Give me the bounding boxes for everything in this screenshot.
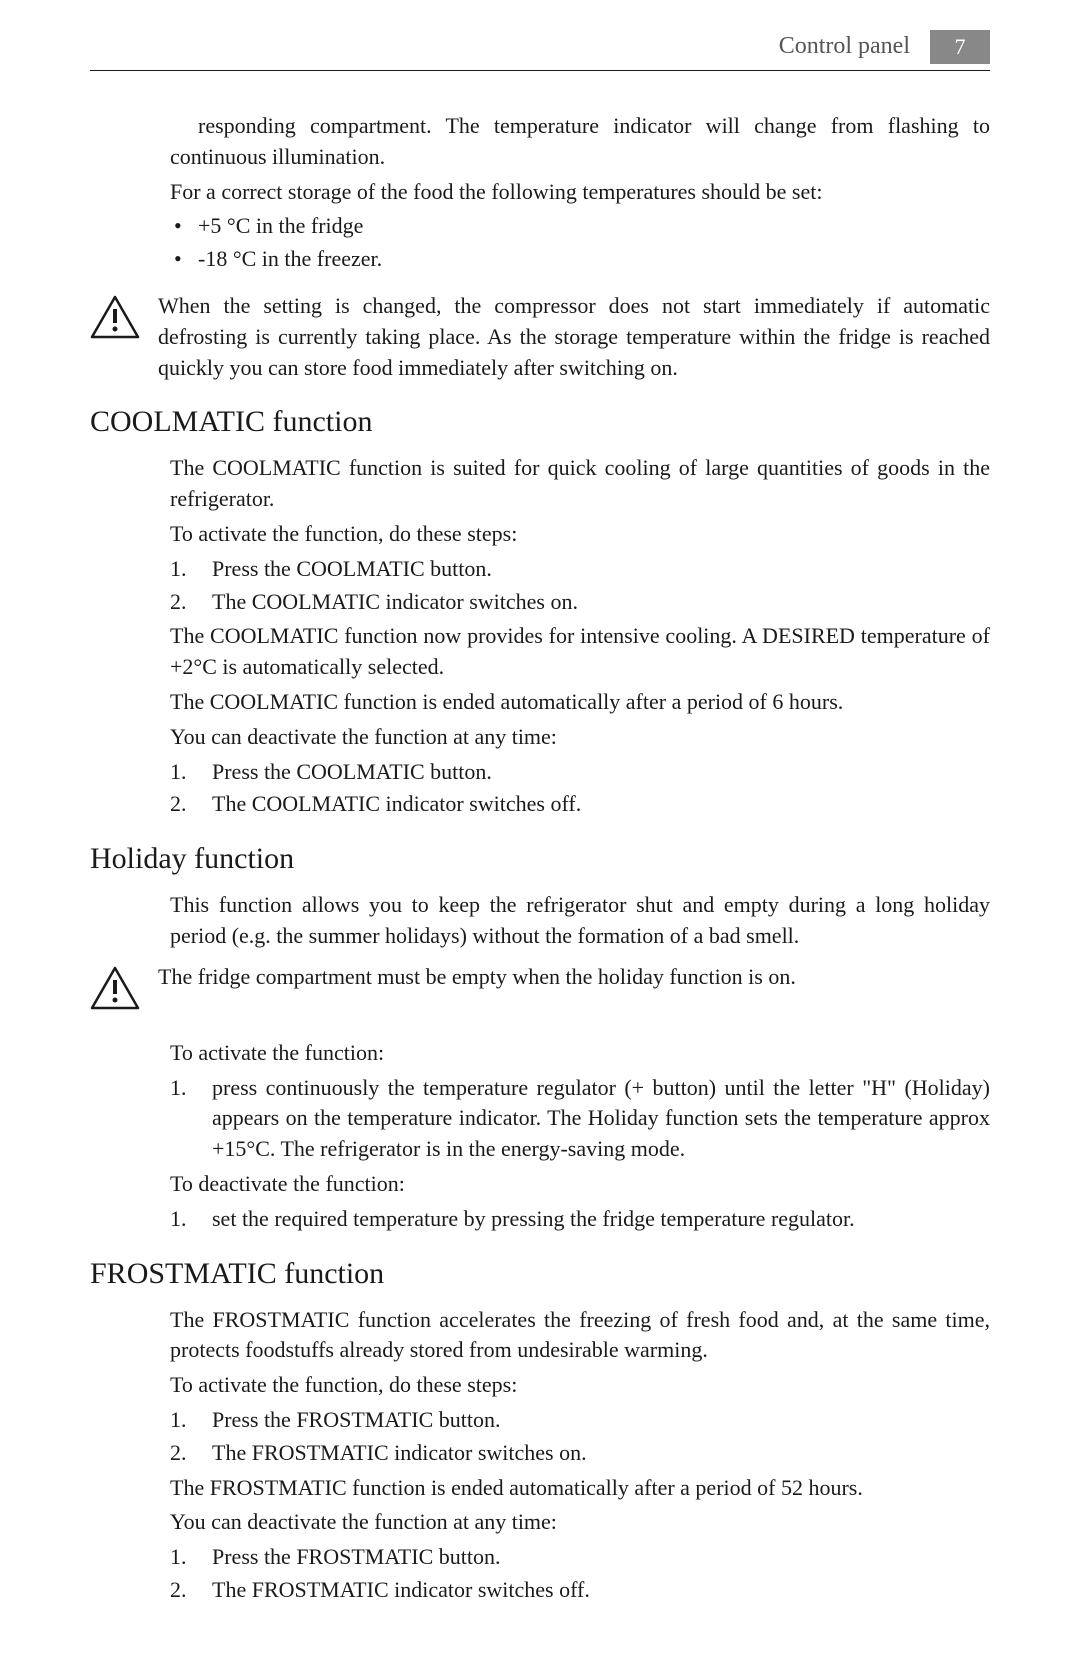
header-title: Control panel <box>779 30 910 64</box>
step-text: set the required temperature by pressing… <box>212 1206 855 1231</box>
page-number: 7 <box>955 32 966 63</box>
step-text: The FROSTMATIC indicator switches on. <box>212 1440 587 1465</box>
list-item: 1. Press the FROSTMATIC button. <box>170 1405 990 1436</box>
top-content: responding compartment. The temperature … <box>170 111 990 275</box>
paragraph: To activate the function: <box>170 1038 990 1069</box>
warning-icon <box>90 966 140 1010</box>
step-number: 1. <box>170 554 200 585</box>
step-number: 2. <box>170 587 200 618</box>
step-number: 1. <box>170 1405 200 1436</box>
list-item: 1. set the required temperature by pressi… <box>170 1204 990 1235</box>
holiday-content-1: This function allows you to keep the ref… <box>170 890 990 952</box>
step-text: The COOLMATIC indicator switches on. <box>212 589 578 614</box>
page-number-box: 7 <box>930 30 990 64</box>
step-text: Press the FROSTMATIC button. <box>212 1407 500 1432</box>
paragraph: You can deactivate the function at any t… <box>170 1507 990 1538</box>
section-title-coolmatic: COOLMATIC function <box>90 401 990 443</box>
list-item: 2. The FROSTMATIC indicator switches on. <box>170 1438 990 1469</box>
step-number: 2. <box>170 789 200 820</box>
paragraph-continuation: responding compartment. The temperature … <box>170 111 990 173</box>
section-title-frostmatic: FROSTMATIC function <box>90 1253 990 1295</box>
list-item: 2. The COOLMATIC indicator switches on. <box>170 587 990 618</box>
list-item: 1. Press the FROSTMATIC button. <box>170 1542 990 1573</box>
step-number: 1. <box>170 1542 200 1573</box>
step-number: 2. <box>170 1438 200 1469</box>
frostmatic-content: The FROSTMATIC function accelerates the … <box>170 1305 990 1606</box>
list-item: 1. Press the COOLMATIC button. <box>170 554 990 585</box>
holiday-activate-steps: 1. press continuously the temperature reg… <box>170 1073 990 1165</box>
holiday-deactivate-steps: 1. set the required temperature by pressi… <box>170 1204 990 1235</box>
step-number: 1. <box>170 1204 200 1235</box>
paragraph: The COOLMATIC function is suited for qui… <box>170 453 990 515</box>
step-text: Press the FROSTMATIC button. <box>212 1544 500 1569</box>
paragraph: To activate the function, do these steps… <box>170 519 990 550</box>
paragraph: This function allows you to keep the ref… <box>170 890 990 952</box>
paragraph: To activate the function, do these steps… <box>170 1370 990 1401</box>
step-text: The COOLMATIC indicator switches off. <box>212 791 581 816</box>
paragraph-storage-intro: For a correct storage of the food the fo… <box>170 177 990 208</box>
step-text: Press the COOLMATIC button. <box>212 556 492 581</box>
page-header: Control panel 7 <box>90 30 990 71</box>
warning-icon <box>90 295 140 339</box>
paragraph: The COOLMATIC function is ended automati… <box>170 687 990 718</box>
step-text: The FROSTMATIC indicator switches off. <box>212 1577 590 1602</box>
list-item: 2. The COOLMATIC indicator switches off. <box>170 789 990 820</box>
paragraph: To deactivate the function: <box>170 1169 990 1200</box>
paragraph: The FROSTMATIC function accelerates the … <box>170 1305 990 1367</box>
list-item: +5 °C in the fridge <box>170 211 990 242</box>
temperature-bullet-list: +5 °C in the fridge -18 °C in the freeze… <box>170 211 990 275</box>
frostmatic-deactivate-steps: 1. Press the FROSTMATIC button. 2. The FRO… <box>170 1542 990 1606</box>
warning-block: When the setting is changed, the compres… <box>90 291 990 383</box>
section-title-holiday: Holiday function <box>90 838 990 880</box>
paragraph: The COOLMATIC function now provides for … <box>170 621 990 683</box>
warning-block: The fridge compartment must be empty whe… <box>90 962 990 1010</box>
coolmatic-content: The COOLMATIC function is suited for qui… <box>170 453 990 820</box>
warning-text: The fridge compartment must be empty whe… <box>158 962 796 993</box>
paragraph: You can deactivate the function at any t… <box>170 722 990 753</box>
warning-text: When the setting is changed, the compres… <box>158 291 990 383</box>
paragraph: The FROSTMATIC function is ended automat… <box>170 1473 990 1504</box>
step-number: 1. <box>170 757 200 788</box>
list-item: -18 °C in the freezer. <box>170 244 990 275</box>
step-number: 2. <box>170 1575 200 1606</box>
list-item: 1. press continuously the temperature reg… <box>170 1073 990 1165</box>
step-text: press continuously the temperature regul… <box>212 1075 990 1162</box>
frostmatic-activate-steps: 1. Press the FROSTMATIC button. 2. The FRO… <box>170 1405 990 1469</box>
step-text: Press the COOLMATIC button. <box>212 759 492 784</box>
step-number: 1. <box>170 1073 200 1104</box>
holiday-content-2: To activate the function: 1. press contin… <box>170 1038 990 1235</box>
list-item: 2. The FROSTMATIC indicator switches off. <box>170 1575 990 1606</box>
coolmatic-deactivate-steps: 1. Press the COOLMATIC button. 2. The COOL… <box>170 757 990 821</box>
list-item: 1. Press the COOLMATIC button. <box>170 757 990 788</box>
coolmatic-activate-steps: 1. Press the COOLMATIC button. 2. The COOL… <box>170 554 990 618</box>
